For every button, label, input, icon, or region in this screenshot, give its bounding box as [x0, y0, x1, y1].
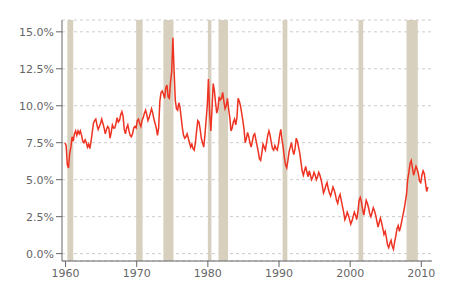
svg-text:7.5%: 7.5% — [26, 137, 54, 150]
svg-text:5.0%: 5.0% — [26, 174, 54, 187]
svg-text:15.0%: 15.0% — [19, 26, 54, 39]
svg-text:1990: 1990 — [265, 267, 293, 280]
svg-text:1960: 1960 — [52, 267, 80, 280]
svg-text:12.5%: 12.5% — [19, 63, 54, 76]
svg-text:0.0%: 0.0% — [26, 248, 54, 261]
svg-text:2000: 2000 — [336, 267, 364, 280]
svg-text:2.5%: 2.5% — [26, 211, 54, 224]
svg-text:1980: 1980 — [194, 267, 222, 280]
svg-text:10.0%: 10.0% — [19, 100, 54, 113]
svg-text:1970: 1970 — [123, 267, 151, 280]
svg-text:2010: 2010 — [407, 267, 435, 280]
